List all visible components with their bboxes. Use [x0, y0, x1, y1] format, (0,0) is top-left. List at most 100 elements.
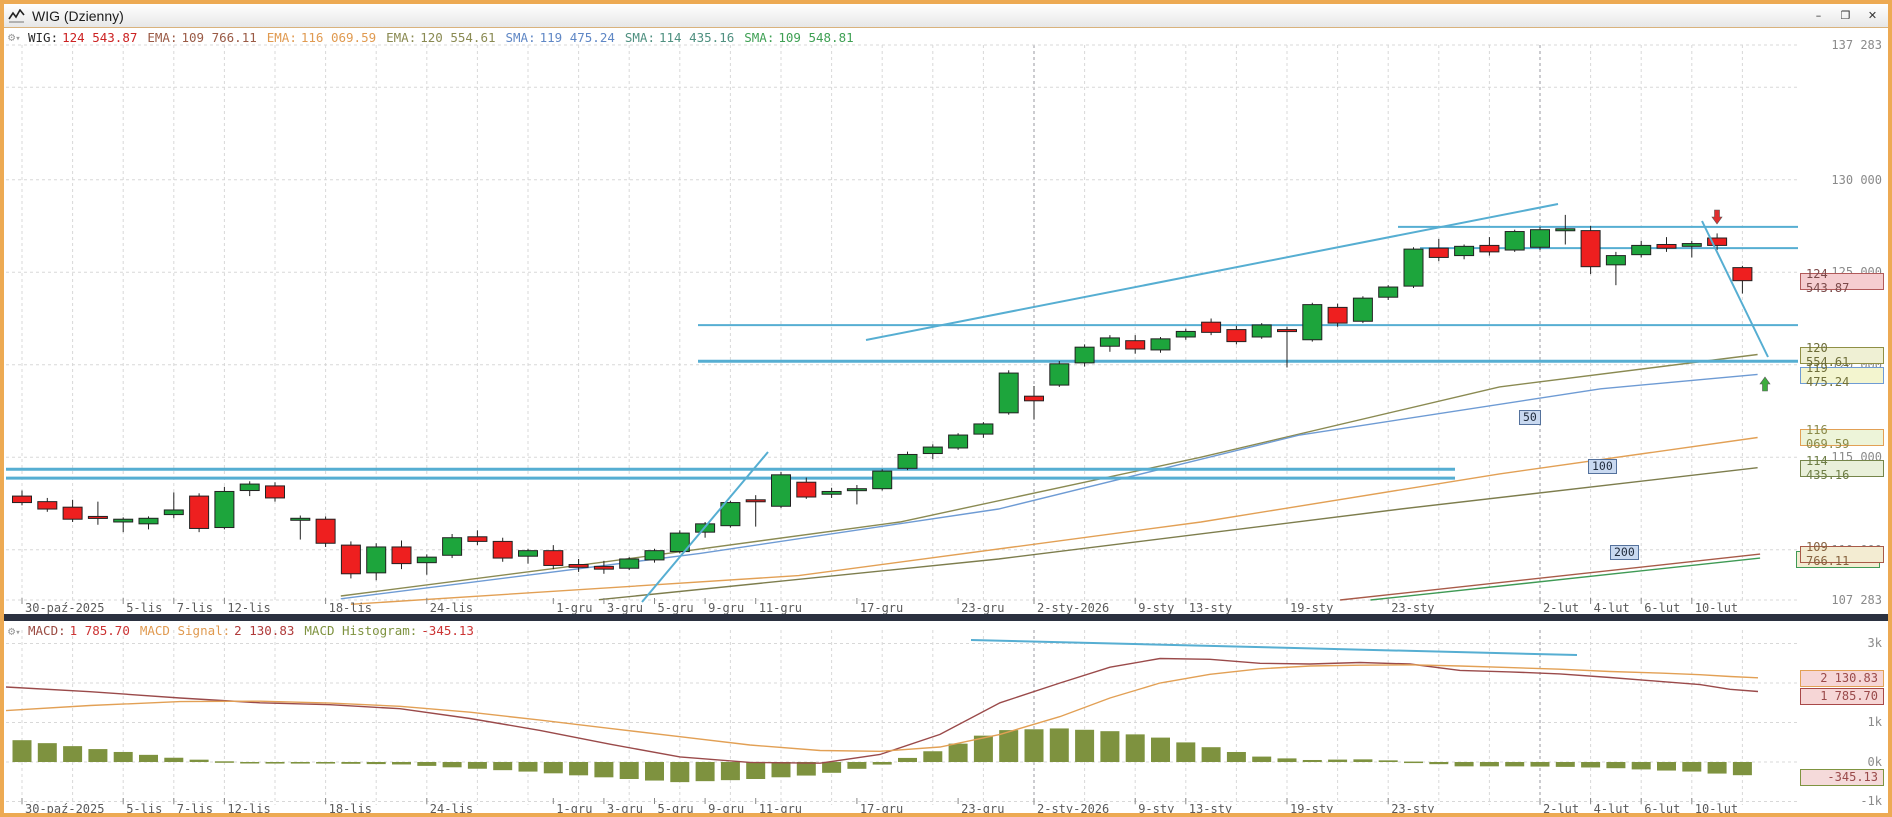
candle-body [492, 540, 513, 559]
candle-body [290, 517, 311, 521]
macd-histogram-bar [1328, 759, 1348, 762]
chart-parameters-icon[interactable]: ⚙▾ [8, 30, 21, 44]
macd-histogram-bar [1454, 762, 1474, 767]
macd-histogram-bar [1277, 758, 1297, 762]
macd-histogram-bar [88, 749, 108, 762]
window-title: WIG (Dzienny) [32, 7, 124, 24]
macd-histogram-bar [1378, 760, 1398, 762]
macd-histogram-bar [63, 746, 83, 762]
macd-signal-line [5, 664, 1759, 753]
down-arrow-annotation[interactable] [1711, 209, 1723, 225]
candle-body [568, 564, 589, 568]
candle-body [1125, 340, 1146, 350]
macd-histogram-bar [1631, 762, 1651, 770]
macd-histogram-bar [417, 762, 437, 766]
macd-histogram-bar [1581, 762, 1601, 768]
ma-line-ema-116069 [350, 436, 1758, 605]
macd-histogram-bar [1075, 729, 1095, 762]
candle-body [12, 495, 32, 504]
candle-body [1403, 248, 1424, 287]
candle-body [239, 483, 260, 492]
macd-histogram-bar [1302, 759, 1322, 762]
candle-body [467, 536, 488, 542]
candle-body [189, 495, 210, 529]
candle-body [1732, 267, 1753, 282]
candle-body [593, 565, 614, 570]
trendline-1[interactable] [1701, 220, 1769, 358]
macd-histogram-bar [1657, 762, 1676, 771]
macd-histogram-bar [1125, 734, 1145, 762]
candle-body [543, 550, 564, 566]
macd-histogram-bar [1049, 728, 1069, 762]
candle-body [1479, 244, 1500, 253]
candle-body [442, 537, 463, 556]
candle-body [163, 509, 184, 516]
restore-button[interactable]: ❐ [1840, 9, 1851, 22]
macd-parameters-icon[interactable]: ⚙▾ [8, 624, 21, 638]
candle-body [138, 517, 159, 525]
macd-histogram-bar [290, 762, 310, 764]
macd-histogram-bar [1024, 729, 1044, 762]
macd-histogram-bar [1732, 762, 1752, 776]
macd-histogram-bar [316, 762, 336, 764]
macd-histogram-bar [12, 740, 32, 762]
trendline-2[interactable] [641, 451, 769, 603]
close-button[interactable]: ✕ [1867, 9, 1878, 22]
panel-separator[interactable] [4, 614, 1888, 621]
candle-body [821, 490, 842, 495]
candle-body [1277, 329, 1297, 333]
macd-histogram-bar [1226, 751, 1246, 762]
candle-body [1226, 329, 1247, 343]
minimize-button[interactable]: – [1815, 9, 1822, 22]
macd-histogram-bar [518, 762, 538, 772]
macd-histogram-bar [1353, 759, 1373, 762]
macd-histogram-bar [720, 762, 740, 781]
candle-body [87, 515, 108, 519]
macd-histogram-bar [594, 762, 614, 778]
trendline-0[interactable] [865, 203, 1559, 341]
macd-histogram-bar [973, 735, 993, 762]
macd-histogram-bar [796, 762, 816, 776]
window-titlebar[interactable]: WIG (Dzienny) – ❐ ✕ [4, 4, 1888, 28]
macd-histogram-bar [822, 762, 842, 773]
macd-trendline[interactable] [970, 639, 1578, 656]
macd-histogram-bar [1530, 762, 1550, 767]
chart-window-icon [8, 8, 28, 24]
candle-body [1555, 228, 1576, 232]
macd-histogram-bar [1707, 762, 1727, 774]
candle-body [340, 544, 361, 575]
candle-body [518, 550, 538, 557]
macd-histogram-bar [670, 762, 690, 783]
macd-histogram-bar [37, 743, 57, 762]
macd-histogram-bar [645, 762, 664, 781]
candle-body [771, 474, 791, 507]
candle-body [745, 499, 766, 503]
macd-histogram-bar [847, 762, 867, 769]
up-arrow-annotation[interactable] [1759, 376, 1771, 392]
candle-body [1099, 337, 1120, 347]
macd-histogram-bar [1429, 762, 1449, 765]
candle-body [619, 558, 640, 569]
candle-body [1251, 324, 1272, 338]
ma-line-ema-120554 [340, 353, 1758, 597]
candle-body [872, 470, 893, 490]
candle-body [720, 502, 741, 527]
macd-histogram-bar [189, 759, 209, 762]
macd-histogram-bar [948, 743, 968, 762]
ma-line-sma-200-109548 [1370, 557, 1761, 601]
macd-histogram-bar [467, 762, 487, 769]
candle-body [897, 453, 918, 469]
candle-body [1504, 231, 1525, 251]
macd-histogram-bar [1176, 742, 1196, 762]
candle-body [1150, 338, 1171, 351]
candle-body [1656, 243, 1677, 249]
macd-line [5, 657, 1759, 764]
macd-histogram-bar [341, 762, 361, 764]
macd-histogram-bar [1606, 762, 1626, 769]
macd-histogram-bar [392, 762, 411, 765]
candle-body [644, 550, 665, 561]
macd-histogram-bar [619, 762, 639, 779]
candle-body [669, 532, 690, 553]
candle-body [315, 518, 336, 544]
